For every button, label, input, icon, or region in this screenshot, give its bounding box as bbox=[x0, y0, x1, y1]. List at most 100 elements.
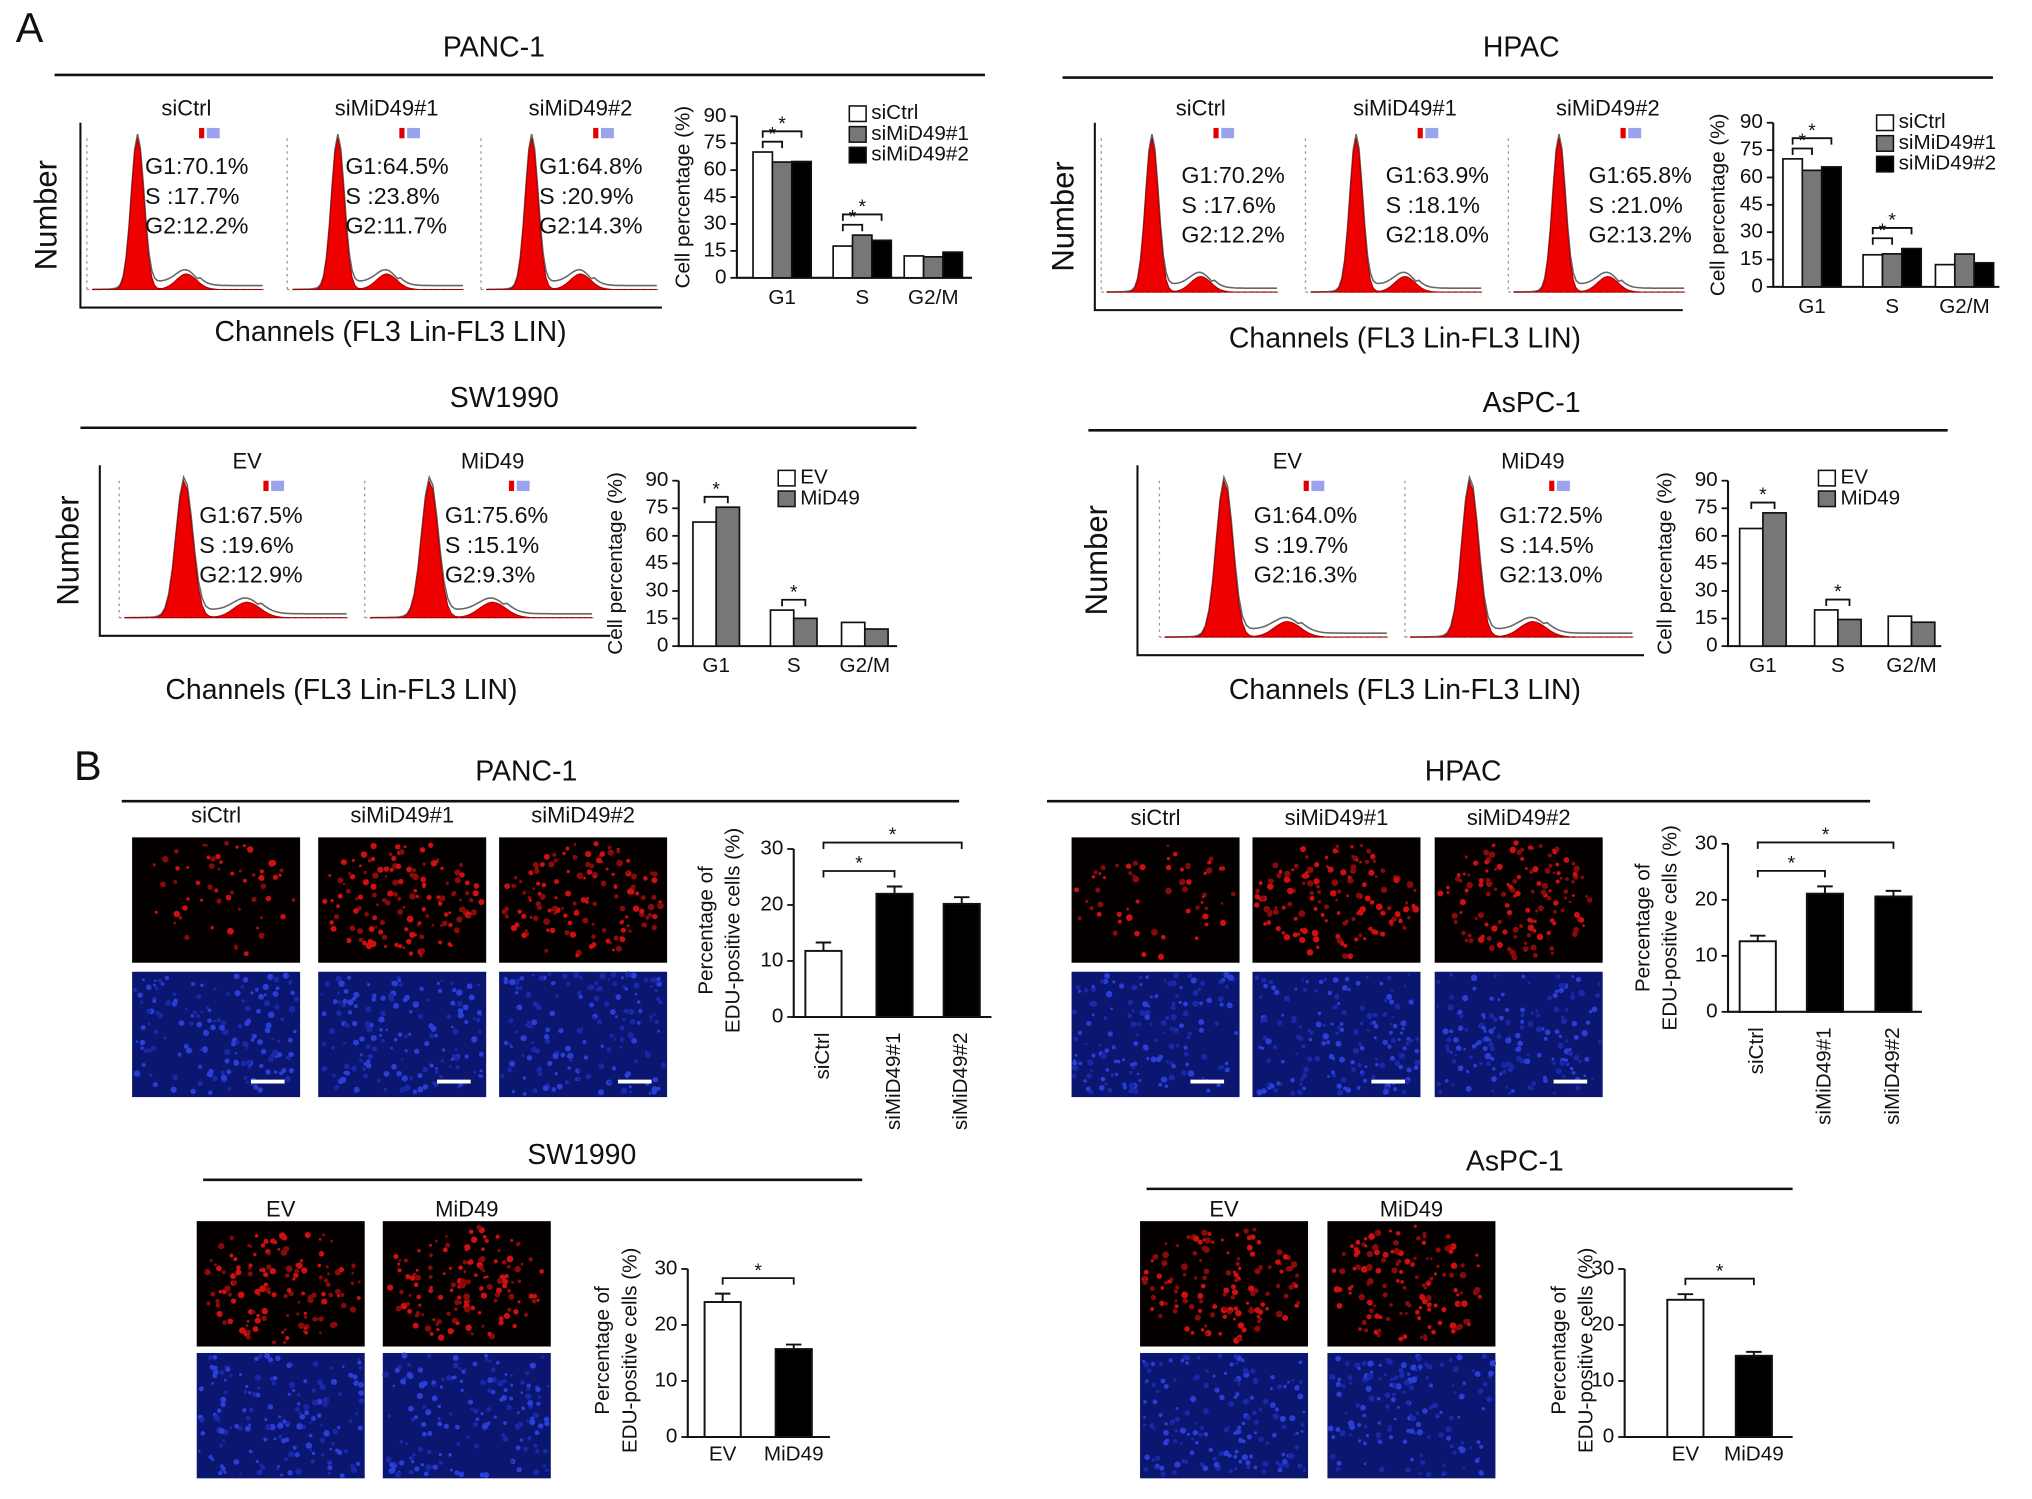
dapi-dot bbox=[508, 1060, 516, 1067]
y-tick-label: 30 bbox=[645, 578, 668, 601]
edu-dot bbox=[1456, 873, 1461, 878]
dapi-dot bbox=[320, 992, 324, 996]
edu-dot bbox=[351, 858, 355, 862]
dapi-dot bbox=[619, 1025, 625, 1031]
cell-cycle-stat: G1:64.8% bbox=[539, 153, 642, 179]
dapi-dot bbox=[609, 1033, 614, 1038]
dapi-dot bbox=[649, 1015, 653, 1019]
dapi-dot bbox=[477, 983, 480, 987]
edu-dot bbox=[1527, 845, 1533, 850]
edu-dot bbox=[447, 1328, 454, 1335]
legend-swatch bbox=[1817, 469, 1837, 487]
x-tick-label: G1 bbox=[768, 286, 796, 309]
dapi-dot bbox=[256, 1470, 262, 1475]
legend-swatch bbox=[1875, 114, 1895, 132]
dapi-dot bbox=[1384, 998, 1388, 1003]
edu-dot bbox=[463, 1270, 467, 1274]
dapi-dot bbox=[1265, 1441, 1270, 1446]
dapi-dot bbox=[1280, 1059, 1285, 1064]
dapi-dot bbox=[485, 1358, 489, 1362]
legend-label: siCtrl bbox=[871, 101, 918, 124]
edu-dot bbox=[543, 853, 550, 860]
dapi-dot bbox=[1393, 1417, 1397, 1421]
dapi-dot bbox=[1544, 1029, 1551, 1036]
dapi-dot bbox=[434, 1069, 439, 1074]
dapi-dot bbox=[407, 1362, 411, 1367]
dapi-dot bbox=[1227, 1425, 1230, 1429]
edu-dot bbox=[438, 940, 442, 945]
edu-dot bbox=[513, 1309, 519, 1315]
dapi-dot bbox=[273, 1437, 277, 1441]
edu-dot bbox=[512, 1323, 517, 1329]
dapi-dot bbox=[1318, 979, 1324, 985]
dapi-dot bbox=[1263, 1398, 1269, 1405]
dapi-dot bbox=[1234, 1030, 1239, 1035]
histogram-frame bbox=[1136, 465, 1645, 657]
dapi-dot bbox=[1361, 1361, 1367, 1367]
cell-cycle-stat: G2:14.3% bbox=[539, 213, 642, 239]
sig-bracket bbox=[1871, 227, 1913, 235]
edu-dot bbox=[249, 1244, 253, 1248]
dapi-dot bbox=[510, 1045, 513, 1049]
dapi-dot bbox=[1297, 1089, 1303, 1096]
edu-dot bbox=[1077, 916, 1082, 921]
edu-image bbox=[196, 1221, 365, 1347]
edu-dot bbox=[1382, 1251, 1389, 1258]
x-tick-label: EV bbox=[709, 1443, 737, 1466]
dapi-dot bbox=[1198, 1027, 1205, 1033]
edu-dot bbox=[1313, 862, 1320, 868]
dapi-dot bbox=[353, 1004, 358, 1008]
dapi-dot bbox=[1139, 983, 1143, 987]
dapi-dot bbox=[1197, 987, 1202, 992]
dapi-dot bbox=[1202, 1465, 1209, 1472]
edu-dot bbox=[1560, 908, 1565, 913]
dapi-dot bbox=[1088, 1089, 1094, 1095]
dapi-dot bbox=[400, 1058, 404, 1061]
dapi-dot bbox=[1559, 1060, 1566, 1066]
dapi-dot bbox=[1206, 997, 1213, 1004]
dapi-dot bbox=[1394, 1060, 1400, 1067]
dapi-dot bbox=[254, 987, 259, 992]
dapi-dot bbox=[1350, 1060, 1355, 1065]
dapi-dot bbox=[1090, 1000, 1098, 1007]
dapi-dot bbox=[456, 989, 463, 996]
dapi-dot bbox=[1362, 1413, 1366, 1418]
edu-dot bbox=[210, 926, 214, 930]
edu-dot bbox=[1524, 867, 1528, 870]
edu-dot bbox=[1347, 875, 1352, 880]
dapi-dot bbox=[1456, 1354, 1463, 1361]
edu-dot bbox=[456, 916, 463, 923]
dapi-dot bbox=[1367, 1360, 1374, 1367]
edu-dot bbox=[1364, 895, 1371, 902]
edu-dot bbox=[1347, 877, 1354, 884]
dapi-dot bbox=[1329, 1374, 1335, 1380]
dapi-dot bbox=[1453, 1037, 1459, 1043]
dapi-dot bbox=[1449, 972, 1454, 977]
dapi-dot bbox=[1234, 1449, 1239, 1454]
dapi-dot bbox=[1261, 1046, 1265, 1050]
dapi-dot bbox=[1104, 1048, 1110, 1054]
dapi-dot bbox=[1172, 1016, 1175, 1020]
dapi-dot bbox=[1527, 1085, 1533, 1091]
edu-dot bbox=[1426, 1281, 1431, 1286]
edu-dot bbox=[391, 855, 397, 862]
dapi-dot bbox=[1405, 1467, 1411, 1473]
edu-dot bbox=[1415, 1309, 1420, 1315]
edu-dot bbox=[459, 1281, 466, 1289]
dapi-dot bbox=[1488, 1028, 1494, 1034]
edu-dot bbox=[222, 1320, 227, 1325]
edu-dot bbox=[1332, 848, 1338, 854]
bar bbox=[863, 628, 889, 647]
edu-dot bbox=[1484, 922, 1489, 927]
edu-dot bbox=[1462, 872, 1466, 876]
dapi-dot bbox=[613, 1037, 617, 1041]
edu-dot bbox=[504, 883, 510, 890]
dapi-dot bbox=[532, 1088, 538, 1094]
edu-dot bbox=[209, 1258, 213, 1262]
dapi-dot bbox=[542, 1464, 547, 1468]
dapi-dot bbox=[1357, 1062, 1362, 1068]
dapi-dot bbox=[1179, 1427, 1187, 1434]
edu-dot bbox=[1555, 862, 1560, 867]
edu-dot bbox=[1563, 889, 1569, 894]
edu-dot bbox=[268, 859, 276, 867]
